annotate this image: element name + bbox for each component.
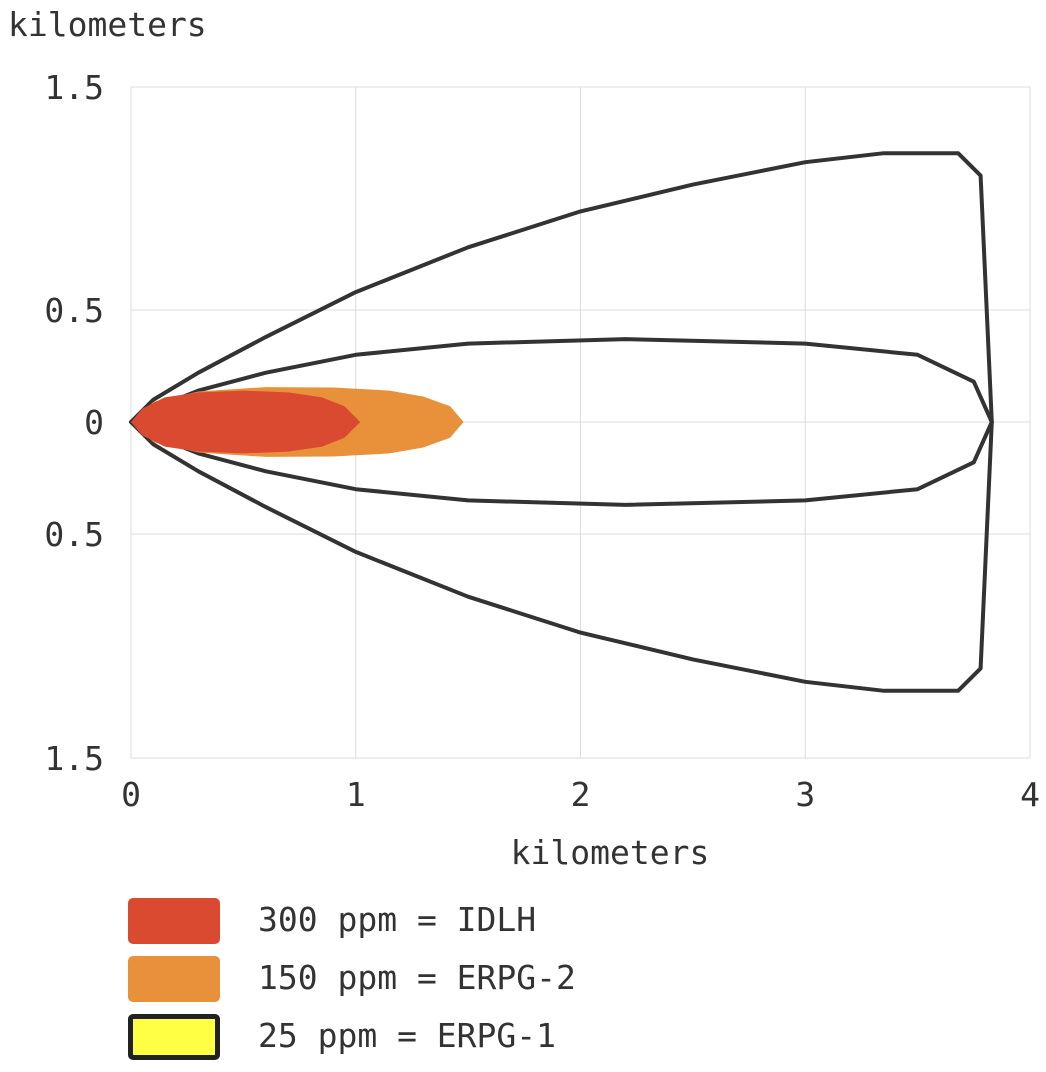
y-tick-label-1: 0.5 <box>44 291 104 330</box>
legend-label-erpg2: 150 ppm = ERPG-2 <box>258 958 576 997</box>
y-tick-label-3: 0.5 <box>44 515 104 554</box>
legend-label-idlh: 300 ppm = IDLH <box>258 900 537 939</box>
x-axis-label: kilometers <box>511 833 710 872</box>
plume-300-ppm-idlh <box>131 390 361 454</box>
y-ticks: 1.5 0.5 0 0.5 1.5 <box>44 68 104 778</box>
y-tick-label-2: 0 <box>84 403 104 442</box>
plot-area <box>129 151 994 693</box>
legend-swatch-erpg2 <box>128 956 220 1002</box>
y-tick-label-0: 1.5 <box>44 68 104 107</box>
legend-swatch-idlh <box>128 898 220 944</box>
y-axis-label: kilometers <box>8 5 207 44</box>
x-tick-label-2: 2 <box>571 775 591 814</box>
x-tick-label-1: 1 <box>346 775 366 814</box>
x-tick-label-3: 3 <box>795 775 815 814</box>
x-tick-label-4: 4 <box>1020 775 1040 814</box>
y-tick-label-4: 1.5 <box>44 739 104 778</box>
x-tick-label-0: 0 <box>121 775 141 814</box>
legend-swatch-erpg1 <box>128 1014 220 1060</box>
x-ticks: 0 1 2 3 4 <box>121 775 1040 814</box>
contour-inner-contour <box>129 337 994 507</box>
legend-label-erpg1: 25 ppm = ERPG-1 <box>258 1016 557 1055</box>
